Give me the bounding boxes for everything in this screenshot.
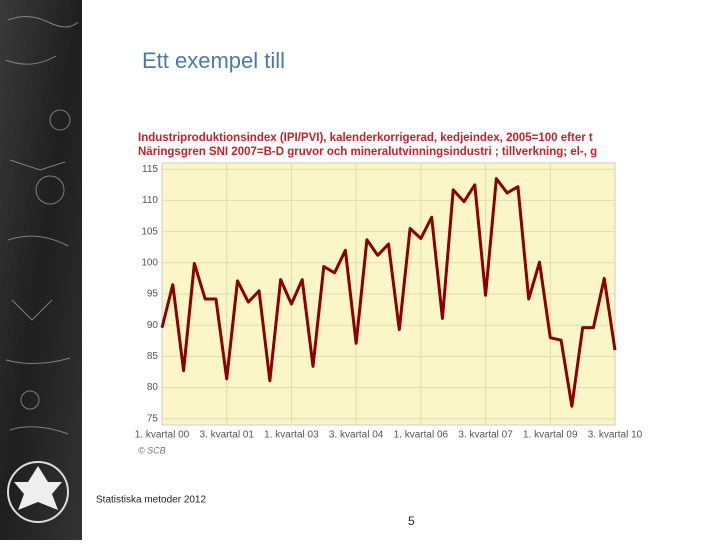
x-tick-label: 3. kvartal 07 bbox=[458, 430, 513, 441]
chart-title: Industriproduktionsindex (IPI/PVI), kale… bbox=[138, 132, 593, 144]
decorative-strip bbox=[0, 0, 82, 540]
y-tick-label: 115 bbox=[142, 164, 158, 175]
y-tick-label: 95 bbox=[147, 289, 159, 300]
y-tick-label: 85 bbox=[147, 351, 159, 362]
x-tick-label: 3. kvartal 10 bbox=[588, 430, 643, 441]
chalk-doodles bbox=[5, 16, 79, 435]
slide-title: Ett exempel till bbox=[142, 48, 285, 73]
x-tick-label: 3. kvartal 01 bbox=[199, 430, 254, 441]
x-tick-label: 1. kvartal 06 bbox=[394, 430, 449, 441]
y-tick-label: 110 bbox=[142, 195, 158, 206]
chart-subtitle: Näringsgren SNI 2007=B-D gruvor och mine… bbox=[138, 146, 597, 158]
y-tick-label: 100 bbox=[141, 257, 158, 268]
footer: Statistiska metoder 2012 bbox=[96, 495, 206, 506]
logo bbox=[7, 461, 69, 523]
y-tick-label: 105 bbox=[141, 226, 158, 237]
x-tick-label: 1. kvartal 03 bbox=[264, 430, 319, 441]
x-tick-label: 1. kvartal 00 bbox=[135, 430, 190, 441]
page-number: 5 bbox=[408, 514, 415, 528]
y-tick-label: 90 bbox=[147, 320, 159, 331]
x-tick-label: 1. kvartal 09 bbox=[523, 430, 578, 441]
y-tick-label: 75 bbox=[147, 413, 159, 424]
x-tick-label: 3. kvartal 04 bbox=[329, 430, 384, 441]
chart-source: © SCB bbox=[138, 445, 166, 455]
series-line bbox=[160, 177, 617, 408]
y-tick-label: 80 bbox=[147, 382, 159, 393]
